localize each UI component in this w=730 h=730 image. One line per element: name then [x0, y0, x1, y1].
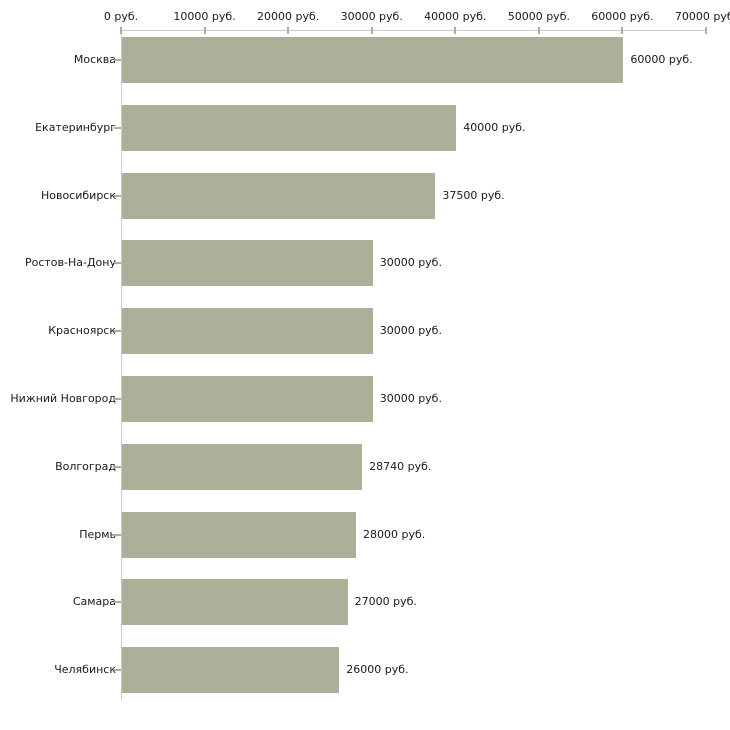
y-tick-mark [114, 59, 121, 61]
category-label: Пермь [79, 527, 116, 541]
value-label: 30000 руб. [379, 392, 442, 405]
value-label: 40000 руб. [463, 120, 526, 134]
y-tick-mark [114, 126, 121, 129]
y-tick-mark [114, 533, 121, 536]
x-axis-tick-label: 20000 руб. [257, 10, 320, 23]
x-axis-tick-label: 10000 руб. [173, 10, 236, 23]
y-tick-mark [114, 669, 121, 672]
x-tick-mark [120, 27, 122, 34]
bar [122, 104, 457, 151]
y-tick-mark [114, 465, 121, 468]
category-label: Волгоград [55, 459, 116, 473]
x-tick-mark [705, 27, 707, 34]
x-axis-tick-label: 70000 руб. [674, 10, 730, 23]
value-label: 30000 руб. [379, 256, 442, 270]
bar [122, 37, 624, 83]
y-tick-mark [114, 601, 121, 604]
bar [122, 240, 373, 287]
x-axis-tick-label: 50000 руб. [507, 10, 570, 23]
category-label: Новосибирск [40, 188, 116, 202]
y-axis-line [121, 30, 122, 700]
bar [122, 647, 340, 694]
value-label: 30000 руб. [379, 324, 442, 338]
x-tick-mark [287, 27, 290, 34]
bar [122, 308, 373, 355]
x-tick-mark [537, 27, 540, 34]
value-label: 27000 руб. [354, 595, 417, 609]
category-label: Ростов-На-Дону [24, 256, 116, 270]
x-axis-tick-label: 40000 руб. [424, 10, 487, 23]
category-label: Красноярск [48, 324, 116, 338]
category-label: Москва [73, 53, 116, 66]
x-axis-tick-label: 0 руб. [103, 10, 139, 23]
category-label: Самара [72, 595, 116, 609]
x-tick-mark [203, 27, 206, 34]
category-label: Екатеринбург [35, 120, 116, 134]
x-axis-tick-label: 60000 руб. [591, 10, 654, 23]
value-label: 60000 руб. [630, 53, 693, 66]
value-label: 28740 руб. [369, 459, 432, 473]
value-label: 26000 руб. [346, 663, 409, 677]
y-tick-mark [114, 330, 121, 333]
y-tick-mark [114, 398, 121, 400]
bar [122, 376, 373, 422]
x-axis-tick-label: 30000 руб. [340, 10, 403, 23]
x-axis-line [121, 30, 706, 31]
bar [122, 172, 436, 219]
x-tick-mark [370, 27, 373, 34]
bar [122, 443, 363, 490]
category-label: Челябинск [54, 663, 116, 677]
value-label: 28000 руб. [363, 527, 426, 541]
category-label: Нижний Новгород [10, 392, 116, 405]
y-tick-mark [114, 262, 121, 265]
y-tick-mark [114, 194, 121, 197]
x-tick-mark [454, 27, 457, 34]
x-tick-mark [621, 27, 624, 34]
bar [122, 511, 356, 558]
bar [122, 579, 348, 626]
value-label: 37500 руб. [442, 188, 505, 202]
